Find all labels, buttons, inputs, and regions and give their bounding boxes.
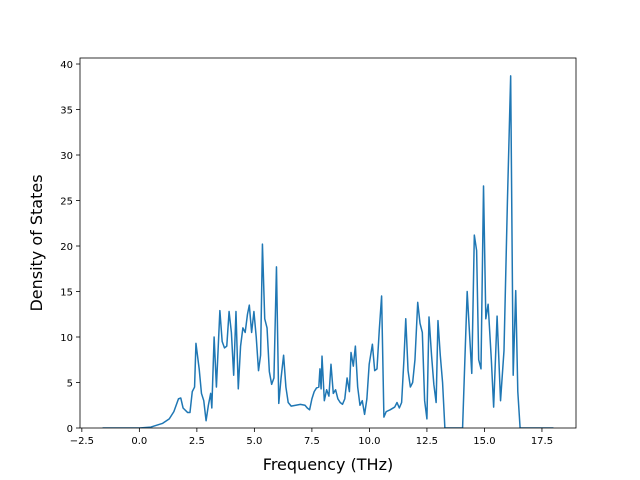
y-tick-label: 25 [60,197,73,208]
x-tick-label: 10.0 [358,436,380,447]
x-tick-label: 15.0 [473,436,495,447]
x-tick-label: 2.5 [189,436,205,447]
x-tick-label: −2.5 [70,436,94,447]
y-axis-label: Density of States [27,174,46,311]
x-tick-label: 0.0 [131,436,147,447]
plot-frame [79,57,577,429]
x-tick-label: 17.5 [531,436,553,447]
x-tick-label: 5.0 [246,436,262,447]
y-tick-label: 10 [60,333,73,344]
y-tick-label: 0 [67,424,73,435]
y-tick-label: 30 [60,151,73,162]
x-axis-label: Frequency (THz) [263,455,393,474]
y-tick-label: 40 [60,60,73,71]
y-tick-label: 20 [60,242,73,253]
line [102,75,554,428]
y-tick-label: 15 [60,288,73,299]
x-tick-label: 12.5 [416,436,438,447]
y-tick-label: 5 [67,379,73,390]
y-tick-label: 35 [60,106,73,117]
x-tick-label: 7.5 [304,436,320,447]
